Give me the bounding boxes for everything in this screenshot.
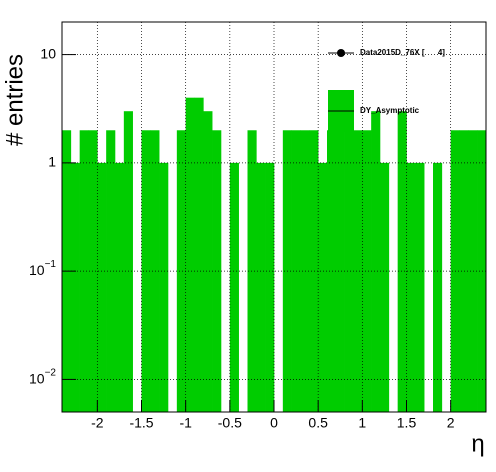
histogram-bar [477,130,487,413]
histogram-bar [362,130,372,413]
histogram-bar [468,130,478,413]
x-tick-label: 2 [447,415,455,431]
legend-label: Data2015D_76X [ 4] [360,48,445,57]
histogram-bar [115,162,125,412]
x-tick-label: 0 [270,415,278,431]
histogram-bar [335,111,345,412]
legend-marker [337,49,345,57]
x-tick-label: -1.5 [129,415,153,431]
x-tick-label: -1 [179,415,192,431]
y-tick-label: 10−2 [29,367,56,386]
histogram-bar [70,162,80,412]
histogram-bar [212,130,222,413]
y-tick-label-base: 10 [29,370,45,386]
histogram-bar [229,162,239,412]
histogram-bar [344,130,354,413]
legend-label: DY_Asymptotic [360,106,420,115]
histogram-bar [123,111,133,412]
histogram-bar [265,162,275,412]
histogram-bar [247,130,257,413]
histogram-bar [79,130,89,413]
y-tick-label: 1 [48,154,56,170]
x-tick-label: -2 [91,415,104,431]
histogram-bar [353,130,363,413]
plot-frame [61,21,487,413]
x-tick-label: 1.5 [397,415,417,431]
y-tick-label: 10−1 [29,259,56,278]
histogram-bar [256,162,266,412]
histogram-bar [203,111,213,412]
histogram-bar [433,162,443,412]
histogram-bar [185,97,195,413]
histogram-bar [150,130,160,413]
histogram-bar [88,130,98,413]
histogram-bar [194,97,204,413]
histogram-bar [415,162,425,412]
histogram-bar [371,111,381,412]
y-axis-label: # entries [1,54,28,146]
histogram-bar [397,111,407,412]
x-tick-label: 0.5 [308,415,328,431]
histogram-bar [406,162,416,412]
y-tick-label-base: 10 [29,262,45,278]
histogram-bar [380,162,390,412]
x-axis-label: η [471,430,484,457]
histogram-bar [318,162,328,412]
x-tick-label: 1 [358,415,366,431]
histogram-bar [159,162,169,412]
histogram-bar [97,162,107,412]
histogram-bar [176,130,186,413]
y-tick-label-exponent: −2 [45,367,57,378]
x-tick-label: -0.5 [218,415,242,431]
histogram-bar [327,130,337,413]
y-tick-label-exponent: −1 [45,259,57,270]
y-tick-label: 10 [40,45,56,61]
histogram-bar [309,130,319,413]
